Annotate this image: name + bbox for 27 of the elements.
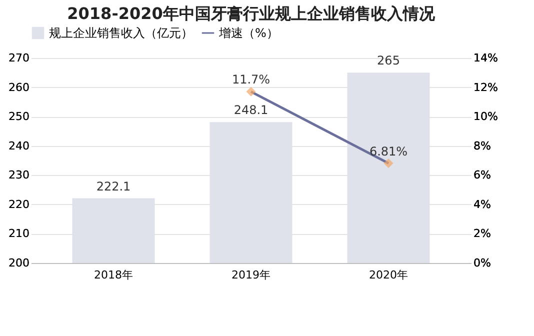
x-tick-label: 2018年	[94, 268, 133, 282]
y-tick-label: 240	[8, 139, 30, 152]
chart-title: 2018-2020年中国牙膏行业规上企业销售收入情况	[67, 4, 436, 23]
y2-tick-label: 8%	[474, 139, 491, 152]
y2-tick-label: 4%	[474, 198, 491, 211]
y2-tick-label: 10%	[474, 110, 498, 124]
y-tick-label: 200	[8, 256, 30, 270]
data-label: 265	[377, 54, 400, 68]
y2-tick-label: 0%	[474, 256, 491, 270]
y-tick-label: 230	[8, 168, 30, 182]
y-tick-label: 210	[8, 227, 30, 240]
x-tick-label: 2020年	[369, 268, 408, 282]
data-label: 6.81%	[369, 144, 408, 158]
y-tick-label: 250	[8, 110, 30, 124]
y2-tick-label: 14%	[474, 52, 498, 64]
x-tick-label: 2019年	[232, 268, 270, 282]
data-label: 11.7%	[232, 72, 270, 87]
y2-tick-label: 2%	[474, 227, 491, 240]
legend-label: 规上企业销售收入（亿元）	[49, 26, 193, 40]
y-tick-label: 260	[8, 80, 30, 94]
legend-label: 增速（%）	[218, 26, 278, 40]
y2-tick-label: 12%	[474, 80, 498, 94]
y2-tick-label: 6%	[474, 168, 491, 182]
data-label: 248.1	[234, 103, 268, 118]
y-tick-label: 220	[8, 198, 30, 211]
data-label: 222.1	[96, 179, 131, 194]
y-tick-label: 270	[8, 52, 30, 64]
